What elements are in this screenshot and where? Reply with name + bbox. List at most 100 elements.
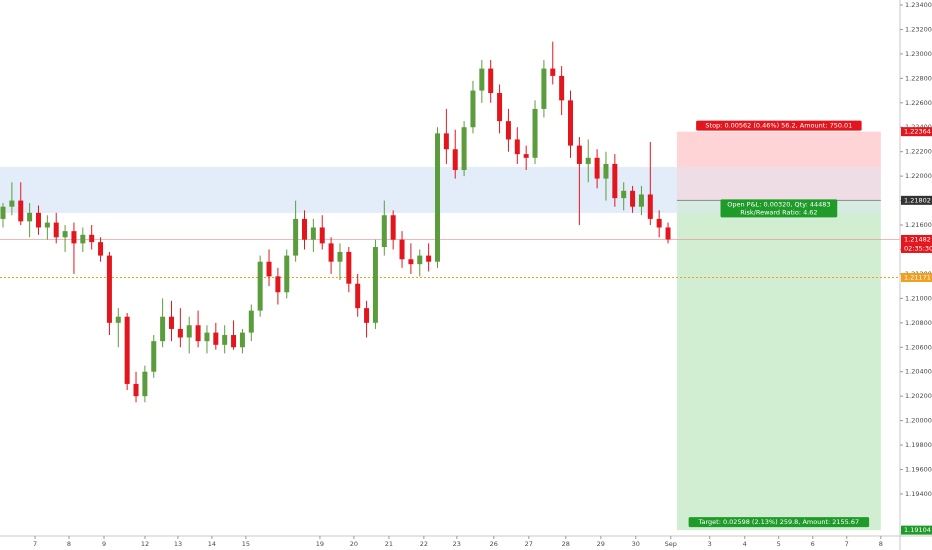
candle-body bbox=[647, 194, 653, 219]
candle-body bbox=[319, 227, 325, 244]
candle-body bbox=[133, 383, 139, 397]
candle-body bbox=[35, 212, 41, 228]
candle-body bbox=[426, 255, 432, 262]
x-tick-label: 22 bbox=[420, 540, 428, 548]
y-tick-label: 1.19800 bbox=[905, 441, 932, 449]
stop-label: Stop: 0.00562 (0.46%) 56.2, Amount: 750.… bbox=[705, 122, 852, 130]
current-price-tag-label: 1.21482 bbox=[904, 235, 931, 243]
candle-body bbox=[443, 133, 449, 150]
x-tick-label: 13 bbox=[174, 540, 182, 548]
candle-body bbox=[18, 200, 24, 222]
candle-body bbox=[364, 308, 370, 323]
candle-body bbox=[0, 206, 6, 219]
candle-body bbox=[488, 68, 494, 94]
candle-body bbox=[372, 247, 378, 323]
candle-body bbox=[124, 316, 130, 384]
candle-body bbox=[98, 242, 104, 256]
target-area bbox=[676, 200, 881, 531]
candle-body bbox=[417, 255, 423, 265]
candle-body bbox=[541, 68, 547, 109]
x-tick-label: 29 bbox=[597, 540, 605, 548]
candle-body bbox=[576, 145, 582, 164]
candle-body bbox=[381, 215, 387, 248]
candle-body bbox=[213, 332, 219, 345]
candle-body bbox=[470, 90, 476, 128]
candle-body bbox=[115, 316, 121, 323]
candle-body bbox=[177, 328, 183, 338]
y-tick-label: 1.22200 bbox=[905, 148, 932, 156]
current-price-tag bbox=[901, 234, 932, 244]
candle-body bbox=[505, 121, 511, 140]
y-tick-label: 1.21600 bbox=[905, 221, 932, 229]
candle-body bbox=[27, 212, 33, 222]
candle-body bbox=[257, 261, 263, 311]
stop-area bbox=[676, 131, 881, 201]
candle-body bbox=[434, 133, 440, 262]
level-tag bbox=[901, 272, 932, 282]
x-tick-label: 5 bbox=[777, 540, 781, 548]
y-tick-label: 1.20800 bbox=[905, 319, 932, 327]
stop-tag-label: 1.22364 bbox=[904, 128, 931, 136]
entry-tag-label: 1.21802 bbox=[904, 196, 931, 204]
candle-body bbox=[106, 255, 112, 323]
x-tick-label: 20 bbox=[350, 540, 358, 548]
candle-body bbox=[665, 227, 671, 240]
candle-body bbox=[497, 93, 503, 122]
candle-body bbox=[151, 341, 157, 372]
candle-body bbox=[275, 276, 281, 293]
y-tick-label: 1.22800 bbox=[905, 74, 932, 82]
candle-body bbox=[44, 222, 50, 228]
candle-body bbox=[532, 108, 538, 158]
x-tick-label: 3 bbox=[708, 540, 712, 548]
x-tick-label: 14 bbox=[208, 540, 216, 548]
x-tick-label: 27 bbox=[525, 540, 533, 548]
candle-body bbox=[594, 157, 600, 179]
candle-body bbox=[222, 335, 228, 345]
y-tick-label: 1.20200 bbox=[905, 392, 932, 400]
candle-body bbox=[284, 255, 290, 293]
candle-body bbox=[346, 251, 352, 284]
candle-body bbox=[89, 234, 95, 243]
entry-tag bbox=[901, 195, 932, 205]
target-label: Target: 0.02598 (2.13%) 259.8, Amount: 2… bbox=[698, 518, 860, 526]
candle-body bbox=[585, 157, 591, 164]
candle-body bbox=[266, 261, 272, 277]
x-tick-label: 19 bbox=[316, 540, 324, 548]
candle-body bbox=[603, 163, 609, 179]
candle-body bbox=[71, 231, 77, 244]
candle-body bbox=[160, 316, 166, 342]
y-tick-label: 1.20600 bbox=[905, 343, 932, 351]
candle-body bbox=[337, 251, 343, 262]
pnl-label: Open P&L: 0.00320, Qty: 44483 bbox=[727, 200, 830, 208]
y-tick-label: 1.23200 bbox=[905, 25, 932, 33]
countdown: 02:35:30 bbox=[904, 244, 932, 252]
level-tag-label: 1.21171 bbox=[904, 273, 931, 281]
candle-body bbox=[186, 325, 192, 338]
candle-body bbox=[239, 332, 245, 348]
target-box bbox=[688, 517, 870, 528]
candle-body bbox=[550, 68, 556, 76]
candle-body bbox=[638, 194, 644, 207]
x-tick-label: 7 bbox=[845, 540, 849, 548]
pnl-box bbox=[720, 199, 838, 218]
stop-tag bbox=[901, 127, 932, 137]
candle-body bbox=[62, 231, 68, 238]
candle-body bbox=[168, 316, 174, 329]
y-tick-label: 1.19600 bbox=[905, 466, 932, 474]
x-tick-label: Sep bbox=[665, 540, 677, 548]
zone bbox=[0, 166, 677, 213]
x-tick-label: 21 bbox=[385, 540, 393, 548]
y-tick-label: 1.20000 bbox=[905, 417, 932, 425]
candle-body bbox=[461, 127, 467, 171]
y-tick-label: 1.19400 bbox=[905, 490, 932, 498]
x-tick-label: 4 bbox=[743, 540, 747, 548]
x-tick-label: 6 bbox=[811, 540, 815, 548]
candle-body bbox=[9, 200, 15, 207]
y-tick-label: 1.22600 bbox=[905, 99, 932, 107]
x-tick-label: 9 bbox=[102, 540, 106, 548]
candle-body bbox=[479, 68, 485, 91]
x-tick-label: 23 bbox=[453, 540, 461, 548]
stop-box bbox=[696, 120, 862, 131]
candle-body bbox=[630, 190, 636, 207]
